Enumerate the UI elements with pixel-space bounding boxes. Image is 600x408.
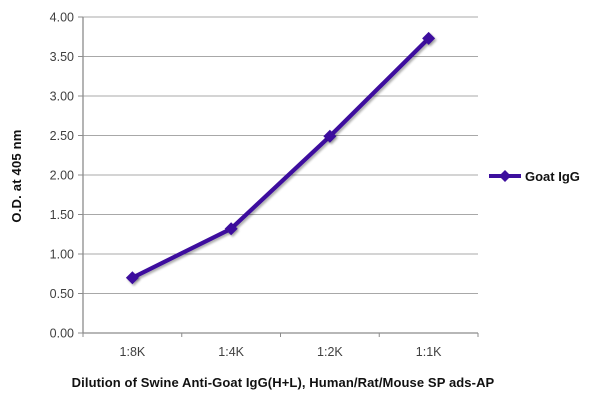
y-axis-title: O.D. at 405 nm xyxy=(9,129,24,223)
y-tick-label: 3.50 xyxy=(50,50,74,64)
data-point-marker xyxy=(224,222,238,236)
x-tick-label: 1:2K xyxy=(317,345,343,359)
legend: Goat IgG xyxy=(488,168,580,184)
legend-diamond-marker xyxy=(499,170,511,182)
data-point-marker xyxy=(125,271,139,285)
x-tick-label: 1:1K xyxy=(416,345,442,359)
legend-label: Goat IgG xyxy=(525,168,580,184)
y-tick-label: 0.00 xyxy=(50,327,74,341)
y-tick-label: 0.50 xyxy=(50,287,74,301)
y-tick-label: 1.50 xyxy=(50,208,74,222)
y-tick-label: 2.00 xyxy=(50,169,74,183)
y-tick-label: 3.00 xyxy=(50,90,74,104)
data-point-marker xyxy=(422,31,436,45)
series-line xyxy=(130,36,431,280)
x-tick-label: 1:8K xyxy=(120,345,146,359)
legend-line-marker-icon xyxy=(489,170,521,182)
x-tick-label: 1:4K xyxy=(218,345,244,359)
y-tick-label: 2.50 xyxy=(50,129,74,143)
y-tick-label: 1.00 xyxy=(50,248,74,262)
data-point-marker xyxy=(323,129,337,143)
y-tick-label: 4.00 xyxy=(50,11,74,25)
x-axis-title: Dilution of Swine Anti-Goat IgG(H+L), Hu… xyxy=(71,375,495,390)
